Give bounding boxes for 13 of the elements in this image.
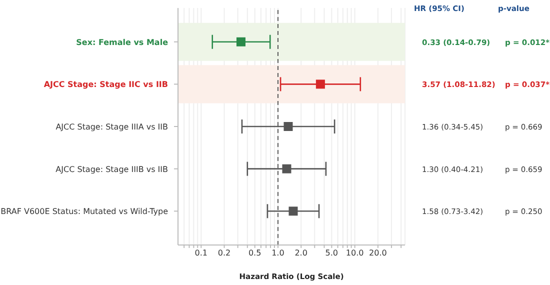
x-tick-label: 0.5 <box>248 248 262 258</box>
x-tick-label: 5.0 <box>325 248 338 258</box>
x-tick-label: 0.2 <box>218 248 231 258</box>
y-tick-label: AJCC Stage: Stage IIIB vs IIB <box>56 164 168 174</box>
x-tick-label: 1.0 <box>272 248 284 258</box>
y-tick-label: AJCC Stage: Stage IIC vs IIB <box>44 80 168 90</box>
y-tick-label: AJCC Stage: Stage IIIA vs IIB <box>56 122 168 132</box>
x-tick-label: 2.0 <box>294 248 308 258</box>
y-tick-label: Sex: Female vs Male <box>76 38 169 47</box>
x-tick-label: 10.0 <box>346 248 364 258</box>
x-tick-label: 20.0 <box>369 248 387 258</box>
y-tick-label: BRAF V600E Status: Mutated vs Wild-Type <box>0 207 168 216</box>
x-tick-label: 0.1 <box>194 248 208 258</box>
